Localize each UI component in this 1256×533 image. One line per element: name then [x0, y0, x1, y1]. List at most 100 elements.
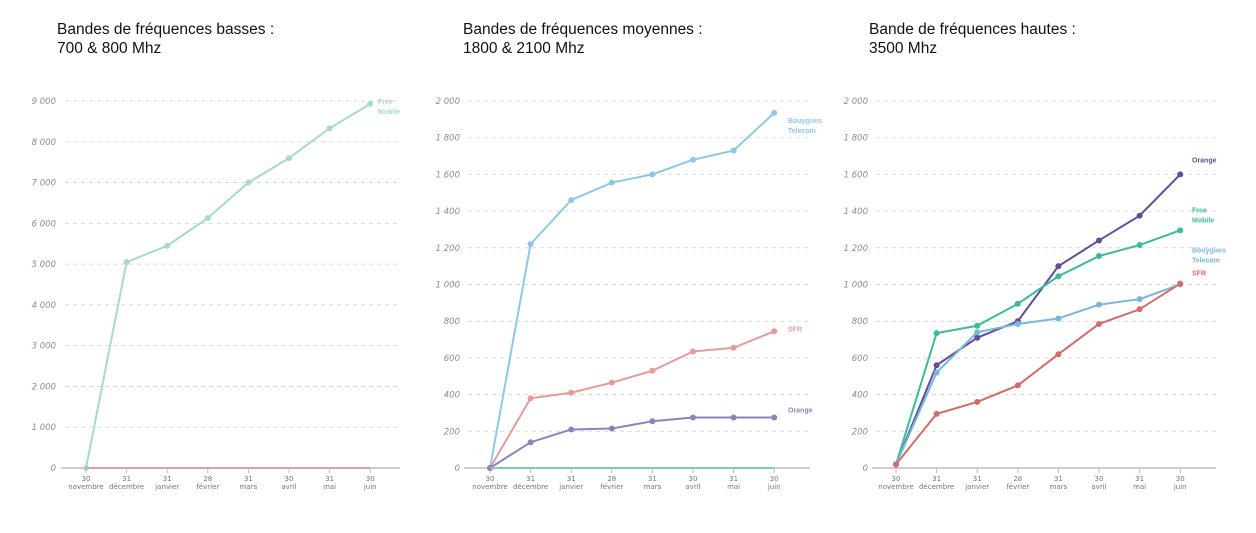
x-tick-label: mars — [1050, 483, 1068, 491]
chart-title-line-2: 700 & 800 Mhz — [57, 40, 162, 57]
data-point — [1177, 280, 1184, 287]
data-point — [527, 439, 534, 446]
series-line — [489, 112, 775, 469]
series-line — [489, 416, 775, 469]
x-tick-label: novembre — [68, 483, 103, 491]
x-tick-label: mai — [727, 483, 740, 491]
data-point — [730, 147, 737, 154]
data-point — [286, 155, 292, 162]
y-tick-label: 400 — [852, 391, 868, 401]
series-label: Bouygues — [1192, 248, 1226, 255]
data-point — [1096, 320, 1102, 327]
x-tick-label: 30 — [486, 475, 495, 483]
x-tick-label: décembre — [919, 483, 954, 491]
x-tick-label: février — [196, 483, 219, 491]
chart-title-line-2: 3500 Mhz — [869, 40, 938, 57]
data-point — [1055, 351, 1062, 358]
x-tick-label: 28 — [203, 475, 212, 483]
chart-title: Bandes de fréquences basses : 700 & 800 … — [57, 20, 274, 58]
y-tick-label: 1 000 — [436, 281, 460, 291]
y-tick-label: 1 800 — [436, 134, 460, 144]
series-label: Mobile — [1192, 217, 1214, 224]
chart-panel-low: Bandes de fréquences basses : 700 & 800 … — [0, 0, 401, 533]
series-label: Free — [1192, 207, 1207, 214]
data-point — [608, 425, 615, 432]
chart-title-line-1: Bande de fréquences hautes : — [869, 21, 1076, 38]
y-tick-label: 200 — [444, 427, 460, 437]
y-tick-label: 1 600 — [844, 170, 868, 180]
data-point — [1014, 300, 1021, 307]
y-tick-label: 5 000 — [32, 260, 56, 270]
series-label: Bouygues — [788, 118, 822, 125]
data-point — [933, 369, 940, 376]
y-tick-label: 2 000 — [436, 97, 460, 107]
series-label: Free — [378, 99, 393, 106]
y-tick-label: 2 000 — [844, 97, 868, 107]
x-tick-label: 30 — [1176, 475, 1185, 483]
chart-title: Bande de fréquences hautes : 3500 Mhz — [869, 20, 1076, 58]
x-tick-label: janvier — [154, 483, 179, 491]
x-tick-label: 30 — [770, 475, 779, 483]
data-point — [649, 367, 656, 374]
data-point — [690, 414, 696, 421]
x-tick-label: 31 — [1135, 475, 1144, 483]
x-tick-label: 31 — [567, 475, 576, 483]
series-label: Telecom — [1192, 258, 1220, 265]
x-tick-label: 31 — [122, 475, 131, 483]
data-point — [771, 109, 778, 116]
x-tick-label: 31 — [325, 475, 334, 483]
chart-title: Bandes de fréquences moyennes : 1800 & 2… — [463, 20, 703, 58]
series-line — [895, 173, 1181, 465]
data-point — [974, 334, 981, 341]
data-point — [608, 379, 615, 386]
x-tick-label: 30 — [1095, 475, 1104, 483]
y-tick-label: 8 000 — [32, 138, 56, 148]
data-point — [1177, 227, 1184, 234]
data-point — [1096, 237, 1102, 244]
y-tick-label: 6 000 — [32, 219, 56, 229]
x-tick-label: 31 — [163, 475, 172, 483]
series-label: Telecom — [788, 128, 816, 135]
y-tick-label: 7 000 — [32, 179, 56, 189]
data-point — [1136, 306, 1143, 313]
series-line — [489, 330, 775, 469]
x-tick-label: février — [600, 483, 623, 491]
data-point — [1136, 242, 1143, 249]
line-chart: 0 200 400 600 800 1 000 1 200 1 400 1 600 1 800 2 … — [436, 97, 822, 491]
data-point — [1136, 212, 1143, 219]
x-tick-label: 31 — [648, 475, 657, 483]
data-point — [1136, 296, 1143, 303]
data-point — [1177, 171, 1184, 178]
x-tick-label: avril — [685, 483, 700, 491]
data-point — [690, 348, 696, 355]
data-point — [1055, 263, 1062, 270]
data-point — [1096, 253, 1102, 260]
x-tick-label: novembre — [472, 483, 507, 491]
series-label: Orange — [788, 408, 813, 415]
data-point — [245, 179, 252, 186]
x-tick-label: mai — [1133, 483, 1146, 491]
data-point — [1014, 320, 1021, 327]
data-point — [367, 100, 374, 107]
series-label: SFR — [1192, 271, 1206, 278]
data-point — [974, 398, 981, 405]
data-point — [974, 322, 981, 329]
data-point — [933, 410, 940, 417]
data-point — [933, 330, 940, 337]
y-tick-label: 1 600 — [436, 170, 460, 180]
x-tick-label: avril — [1091, 483, 1106, 491]
x-tick-label: 28 — [607, 475, 616, 483]
data-point — [1055, 315, 1062, 322]
y-tick-label: 0 — [51, 464, 56, 474]
y-tick-label: 600 — [444, 354, 460, 364]
x-tick-label: 31 — [932, 475, 941, 483]
y-tick-label: 0 — [863, 464, 868, 474]
data-point — [649, 171, 656, 178]
y-tick-label: 1 400 — [844, 207, 868, 217]
x-tick-label: décembre — [513, 483, 548, 491]
series-line — [895, 282, 1181, 465]
series-label: Mobile — [378, 109, 400, 116]
x-tick-label: 30 — [689, 475, 698, 483]
data-point — [974, 329, 981, 336]
y-tick-label: 4 000 — [32, 301, 56, 311]
